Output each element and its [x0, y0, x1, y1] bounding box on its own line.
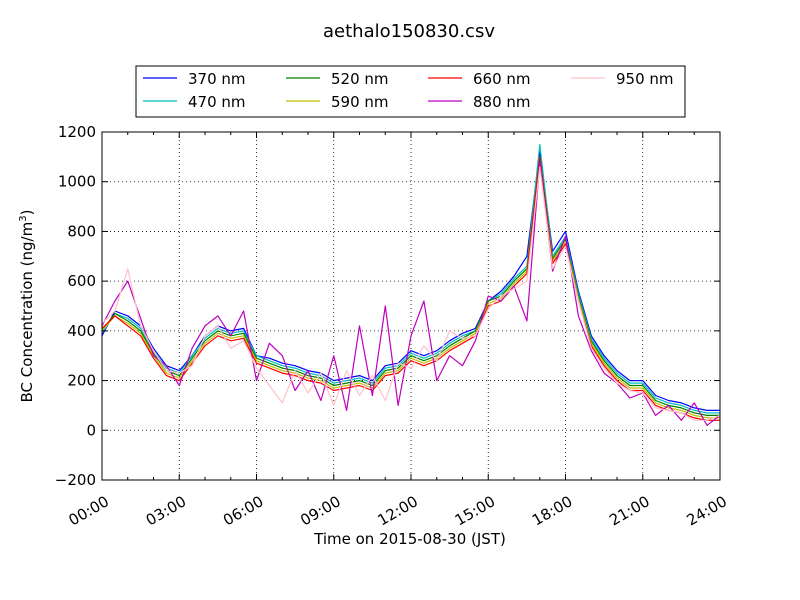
- y-tick-label: −200: [55, 471, 96, 489]
- legend-label: 520 nm: [331, 70, 389, 88]
- y-tick-label: 200: [67, 372, 96, 390]
- series-line: [101, 156, 720, 416]
- x-tick-labels: 00:00 03:00 06:00 09:00 12:00 15:00 18:00 21:00…: [66, 492, 730, 529]
- y-axis-label-sup: 3: [18, 215, 29, 221]
- y-tick-label: 1000: [58, 173, 96, 191]
- x-tick-label: 15:00: [452, 492, 498, 529]
- y-axis-label: BC Concentration (ng/m3): [18, 210, 36, 403]
- chart-title: aethalo150830.csv: [323, 21, 495, 42]
- legend-box: [135, 65, 686, 118]
- series-line: [101, 166, 721, 421]
- y-tick-label: 1200: [58, 123, 96, 141]
- x-tick-label: 09:00: [297, 492, 343, 529]
- legend-item: 590 nm: [286, 93, 389, 111]
- x-tick-label: 12:00: [375, 492, 421, 529]
- legend-label: 950 nm: [616, 70, 674, 88]
- y-axis-label-main: BC Concentration (ng/m: [18, 222, 36, 403]
- series-lines: [101, 143, 721, 426]
- grid: [102, 132, 720, 480]
- y-tick-labels: −200 0 200 400 600 800 1000 1200: [55, 123, 96, 489]
- series-line: [101, 156, 720, 421]
- legend-item: 470 nm: [143, 93, 246, 111]
- series-line: [101, 143, 720, 414]
- y-tick-label: 800: [67, 222, 96, 240]
- y-tick-label: 0: [86, 421, 96, 439]
- legend-label: 470 nm: [188, 93, 246, 111]
- legend-item: 660 nm: [428, 70, 531, 88]
- legend-label: 660 nm: [473, 70, 531, 88]
- legend-item: 950 nm: [571, 70, 674, 88]
- x-tick-label: 00:00: [66, 492, 112, 529]
- legend-item: 520 nm: [286, 70, 389, 88]
- x-tick-label: 03:00: [143, 492, 189, 529]
- x-tick-label: 18:00: [529, 492, 575, 529]
- legend-item: 880 nm: [428, 93, 531, 111]
- x-tick-label: 24:00: [684, 492, 730, 529]
- y-tick-label: 600: [67, 272, 96, 290]
- x-tick-label: 21:00: [606, 492, 652, 529]
- legend-label: 370 nm: [188, 70, 246, 88]
- y-axis-label-close: ): [18, 210, 36, 216]
- x-axis-label: Time on 2015-08-30 (JST): [313, 530, 506, 548]
- ticks: [101, 131, 721, 481]
- series-line: [101, 161, 720, 419]
- legend-label: 590 nm: [331, 93, 389, 111]
- legend: 370 nm 470 nm 520 nm 590 nm 660 nm 880 nm 950 …: [135, 65, 686, 118]
- y-tick-label: 400: [67, 322, 96, 340]
- legend-label: 880 nm: [473, 93, 531, 111]
- legend-item: 370 nm: [143, 70, 246, 88]
- x-tick-label: 06:00: [220, 492, 266, 529]
